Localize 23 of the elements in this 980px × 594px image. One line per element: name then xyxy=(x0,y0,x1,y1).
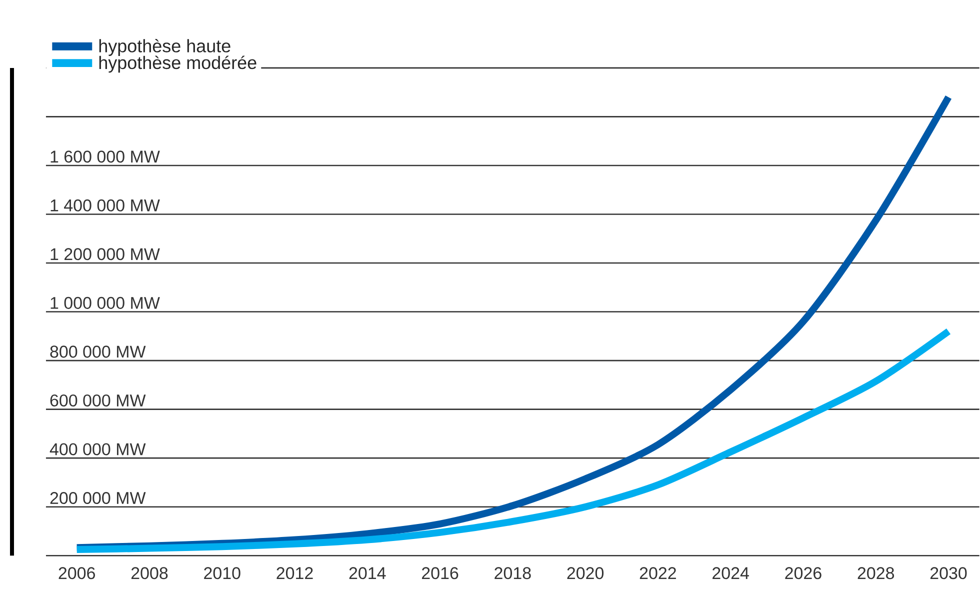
x-tick-label: 2010 xyxy=(204,567,240,580)
x-tick-label: 2012 xyxy=(276,567,313,580)
x-tick-label: 2030 xyxy=(930,567,967,580)
x-tick-label: 2022 xyxy=(640,567,676,580)
x-tick-label: 2024 xyxy=(712,567,749,580)
x-tick-label: 2026 xyxy=(785,567,822,580)
y-tick-label: 200 000 MW xyxy=(50,492,146,504)
y-tick-label: 800 000 MW xyxy=(50,346,146,358)
x-tick-label: 2028 xyxy=(858,567,894,580)
y-tick-label: 600 000 MW xyxy=(50,394,146,407)
x-tick-label: 2006 xyxy=(58,567,95,580)
x-tick-label: 2014 xyxy=(349,567,386,580)
x-tick-label: 2018 xyxy=(494,567,531,580)
legend-label: hypothèse modérée xyxy=(99,56,256,73)
x-tick-label: 2016 xyxy=(422,567,458,580)
y-tick-label: 1 000 000 MW xyxy=(50,297,160,310)
y-tick-label: 400 000 MW xyxy=(50,443,146,456)
y-tick-label: 1 600 000 MW xyxy=(50,150,160,163)
y-tick-label: 1 400 000 MW xyxy=(50,200,160,212)
x-tick-label: 2008 xyxy=(131,567,168,580)
x-tick-label: 2020 xyxy=(567,567,604,580)
legend-label: hypothèse haute xyxy=(99,39,230,56)
y-tick-label: 1 200 000 MW xyxy=(50,248,160,260)
